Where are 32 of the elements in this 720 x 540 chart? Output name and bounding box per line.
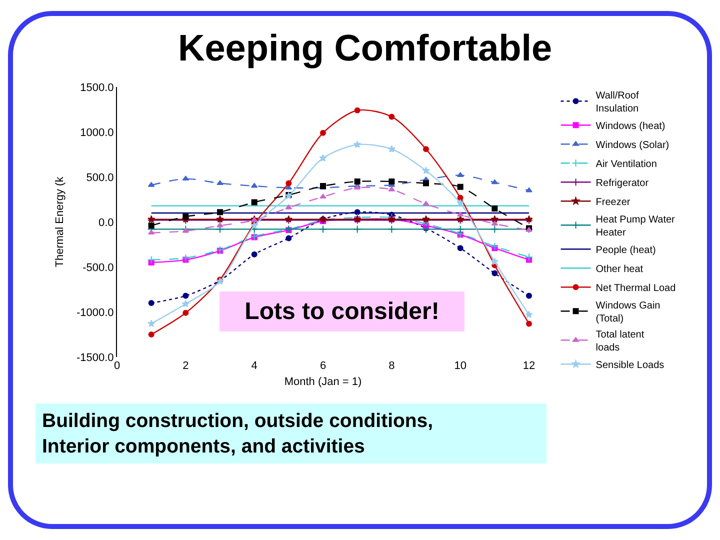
x-axis-title: Month (Jan = 1) (284, 376, 362, 388)
legend-label: Other heat (596, 264, 644, 275)
annotation: Lots to consider! (244, 298, 440, 325)
legend-label: Air Ventilation (596, 159, 657, 170)
legend-label: Windows Gain (Total) (596, 300, 660, 324)
legend-label: Wall/Roof Insulation (596, 90, 639, 114)
y-tick-label: -1500.0 (76, 352, 114, 364)
x-tick-label: 8 (388, 360, 395, 372)
text: Building construction, outside conditions, Interior components, and activities (42, 410, 434, 458)
x-tick-label: 10 (454, 360, 466, 372)
legend-label: Refrigerator (596, 178, 650, 189)
y-tick-label: -500.0 (82, 262, 114, 274)
x-tick-label: 12 (522, 360, 536, 372)
y-axis-title: Thermal Energy (k (54, 176, 66, 268)
y-tick-label: 0.0 (98, 216, 114, 229)
x-tick-label: 4 (251, 360, 258, 372)
legend-label: Net Thermal Load (596, 283, 676, 294)
legend-label: Windows (Solar) (596, 140, 670, 151)
y-tick-label: 1000.0 (80, 126, 114, 139)
chart-title: Keeping Comfortable (178, 27, 552, 68)
legend-label: Sensible Loads (596, 360, 664, 371)
legend-label: Heat Pump Water Heater (596, 214, 676, 238)
legend-label: Freezer (596, 197, 631, 208)
legend-label: People (heat) (596, 245, 656, 256)
legend-label: Windows (heat) (596, 121, 666, 132)
y-tick-label: 500.0 (86, 172, 114, 184)
x-tick-label: 2 (182, 360, 189, 372)
legend-label: Total latent loads (596, 330, 644, 354)
y-tick-label: 1500.0 (80, 82, 114, 94)
x-tick-label: 0 (114, 360, 120, 372)
x-tick-label: 6 (320, 360, 326, 372)
y-tick-label: -1000.0 (76, 306, 114, 319)
